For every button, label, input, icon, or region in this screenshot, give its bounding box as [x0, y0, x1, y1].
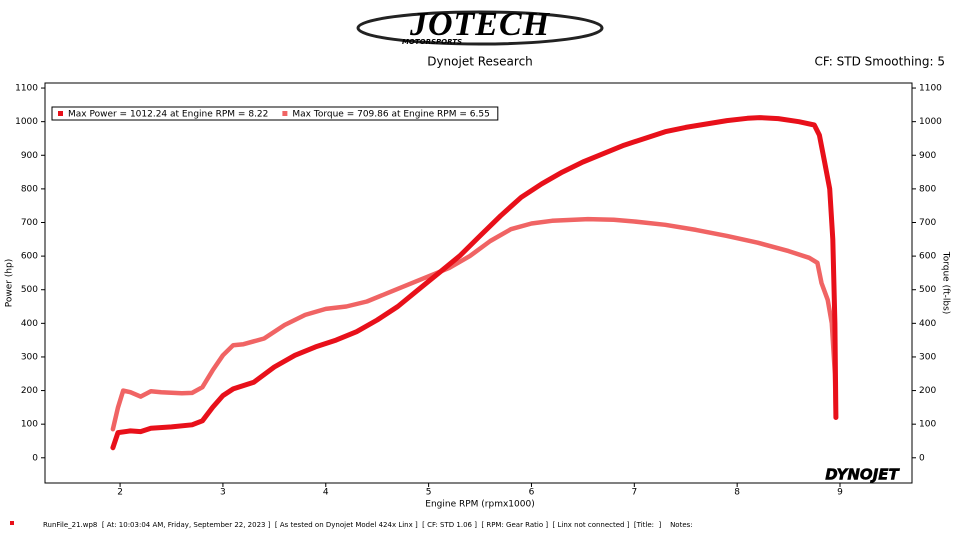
- x-tick-label: 5: [426, 488, 432, 498]
- plot-frame: [44, 82, 913, 484]
- legend-swatch: [58, 111, 63, 116]
- footer-marker: [10, 521, 14, 525]
- y2-tick-label: 1100: [919, 84, 942, 94]
- y-tick-label: 0: [32, 453, 38, 463]
- logo-swoosh: [356, 10, 604, 46]
- y2-tick-label: 100: [919, 420, 936, 430]
- x-tick-label: 9: [837, 488, 843, 498]
- y-tick-label: 800: [21, 184, 38, 194]
- brand-sub: MOTORSPORTS: [402, 38, 462, 46]
- y-tick-label: 500: [21, 285, 38, 295]
- legend-label: Max Torque = 709.86 at Engine RPM = 6.55: [292, 110, 489, 120]
- y2-tick-label: 700: [919, 218, 936, 228]
- y-tick-label: 200: [21, 386, 38, 396]
- y-tick-label: 900: [21, 151, 38, 161]
- chart-title: Dynojet Research: [427, 55, 533, 69]
- brand-name: JOTECH: [409, 6, 551, 43]
- series-line: [110, 115, 839, 451]
- legend-label: Max Power = 1012.24 at Engine RPM = 8.22: [68, 110, 268, 120]
- x-tick-label: 8: [734, 488, 740, 498]
- y-tick-label: 600: [21, 252, 38, 262]
- x-tick-label: 3: [220, 488, 226, 498]
- y2-tick-label: 600: [919, 252, 936, 262]
- y-tick-label: 1000: [15, 117, 38, 127]
- brand-logo: JOTECH MOTORSPORTS: [356, 6, 604, 46]
- y2-tick-label: 400: [919, 319, 936, 329]
- y2-tick-label: 900: [919, 151, 936, 161]
- series-line: [110, 216, 839, 432]
- y-tick-label: 700: [21, 218, 38, 228]
- watermark: DYNOJET: [825, 466, 900, 484]
- legend-box: [51, 106, 499, 121]
- x-tick-label: 6: [529, 488, 535, 498]
- y2-tick-label: 1000: [919, 117, 942, 127]
- legend-swatch: [282, 111, 288, 116]
- y2-axis-label: Torque (ft-lbs): [941, 251, 951, 315]
- x-tick-label: 7: [631, 488, 637, 498]
- y-tick-label: 300: [21, 352, 38, 362]
- y-tick-label: 400: [21, 319, 38, 329]
- y-tick-label: 1100: [15, 84, 38, 94]
- y-tick-label: 100: [21, 420, 38, 430]
- x-axis-label: Engine RPM (rpmx1000): [425, 500, 534, 510]
- y-axis-label: Power (hp): [5, 259, 15, 308]
- legend: Max Power = 1012.24 at Engine RPM = 8.22…: [51, 106, 499, 121]
- x-tick-label: 4: [323, 488, 329, 498]
- y2-tick-label: 200: [919, 386, 936, 396]
- y2-tick-label: 500: [919, 285, 936, 295]
- y2-tick-label: 0: [919, 453, 925, 463]
- y2-tick-label: 300: [919, 352, 936, 362]
- chart-subtitle: CF: STD Smoothing: 5: [814, 55, 945, 69]
- y2-tick-label: 800: [919, 184, 936, 194]
- x-tick-label: 2: [117, 488, 123, 498]
- footer: RunFile_21.wp8 [ At: 10:03:04 AM, Friday…: [43, 521, 693, 529]
